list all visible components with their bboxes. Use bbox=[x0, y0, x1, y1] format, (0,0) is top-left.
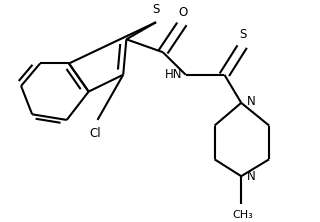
Text: HN: HN bbox=[164, 67, 182, 81]
Text: S: S bbox=[239, 28, 246, 41]
Text: Cl: Cl bbox=[89, 127, 101, 140]
Text: S: S bbox=[152, 3, 160, 16]
Text: N: N bbox=[247, 170, 256, 183]
Text: O: O bbox=[179, 6, 188, 19]
Text: CH₃: CH₃ bbox=[232, 210, 253, 220]
Text: N: N bbox=[247, 95, 256, 108]
